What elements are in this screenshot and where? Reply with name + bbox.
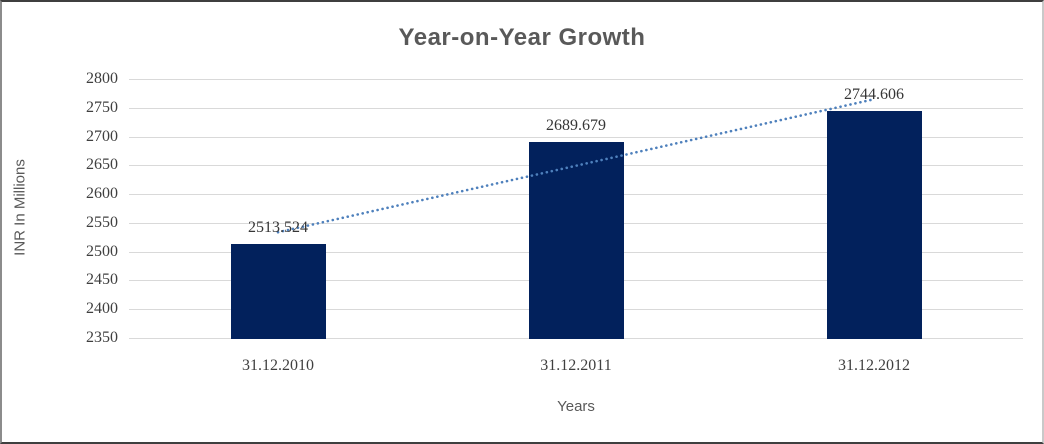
bar-31.12.2011 <box>528 142 624 339</box>
y-tick-label: 2400 <box>86 300 118 318</box>
gridline <box>129 107 1023 109</box>
chart-title: Year-on-Year Growth <box>398 24 646 51</box>
y-tick-label: 2450 <box>86 271 118 289</box>
y-tick-label: 2350 <box>86 329 118 346</box>
x-tick-label: 31.12.2011 <box>540 357 612 374</box>
y-tick-label: 2800 <box>86 70 118 87</box>
data-label-31.12.2011: 2689.679 <box>546 117 606 135</box>
data-label-31.12.2012: 2744.606 <box>844 85 904 103</box>
gridline <box>129 79 1023 80</box>
y-tick-label: 2550 <box>86 213 118 231</box>
y-tick-label: 2600 <box>86 185 118 203</box>
y-tick-label: 2500 <box>86 242 118 260</box>
x-tick-label: 31.12.2010 <box>242 357 314 374</box>
data-label-31.12.2010: 2513.524 <box>248 218 308 236</box>
y-axis-title: INR In Millions <box>11 159 29 256</box>
y-tick-label: 2700 <box>86 127 118 145</box>
bar-31.12.2010 <box>230 243 326 339</box>
x-axis-title: Years <box>557 398 595 415</box>
y-tick-label: 2650 <box>86 156 118 174</box>
bar-31.12.2012 <box>826 110 922 339</box>
x-tick-label: 31.12.2012 <box>838 357 910 374</box>
y-tick-label: 2750 <box>86 98 118 116</box>
